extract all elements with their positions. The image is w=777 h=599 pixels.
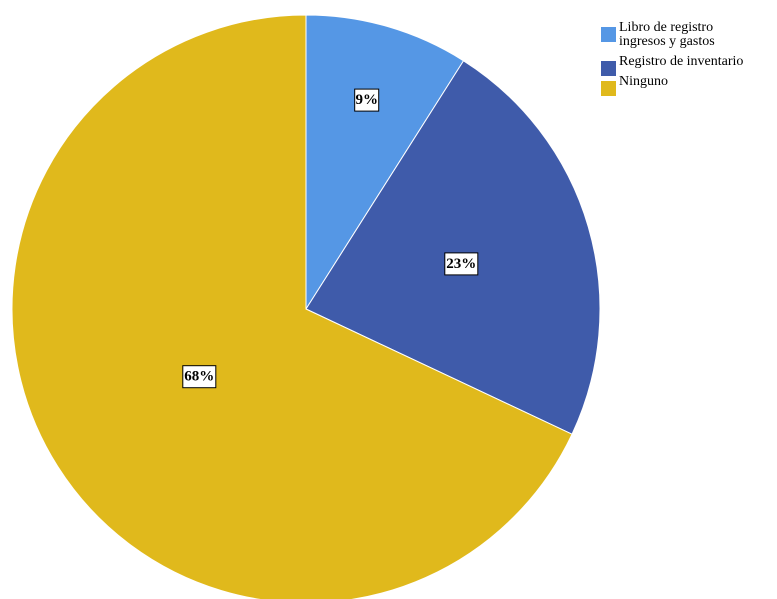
legend-label-2-line-1: Registro de inventario <box>619 54 743 69</box>
pie-slice-3 <box>11 14 573 599</box>
data-label-text-2: 23% <box>446 256 476 272</box>
legend-label-1-line-2: ingresos y gastos <box>619 34 715 49</box>
legend-swatch-1 <box>601 27 616 42</box>
data-label-3: 68% <box>182 365 217 389</box>
data-label-2: 23% <box>444 252 479 276</box>
data-label-box-3 <box>182 365 217 389</box>
data-label-1: 9% <box>354 88 380 112</box>
legend-swatch-3 <box>601 81 616 96</box>
pie-data-labels: 9% 23% 68% <box>182 88 479 389</box>
data-label-text-1: 9% <box>355 92 378 108</box>
legend-label-3-line-1: Ninguno <box>619 74 668 89</box>
legend-swatch-2 <box>601 61 616 76</box>
pie-slice-1 <box>305 14 465 311</box>
data-label-text-3: 68% <box>184 369 214 385</box>
data-label-box-1 <box>354 88 380 112</box>
legend-entry-2: Registro de inventario <box>601 54 743 76</box>
data-label-box-2 <box>444 252 479 276</box>
pie-slices <box>11 14 601 599</box>
legend-entry-3: Ninguno <box>601 74 668 96</box>
pie-slice-2 <box>305 60 601 435</box>
legend-label-1-line-1: Libro de registro <box>619 20 713 35</box>
